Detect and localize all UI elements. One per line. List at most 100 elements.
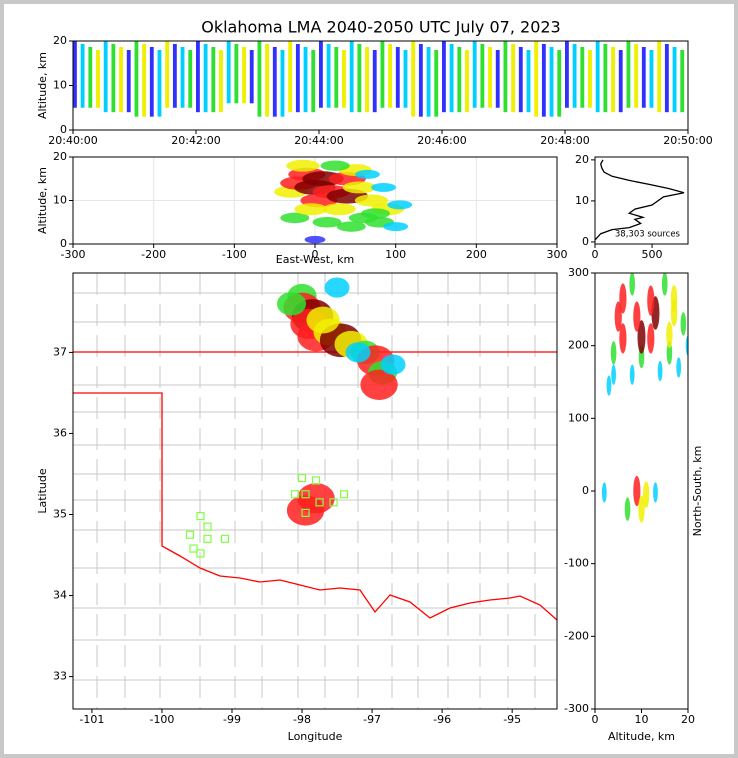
station bbox=[189, 544, 198, 553]
station bbox=[311, 476, 321, 485]
source-column bbox=[488, 47, 492, 108]
source-column bbox=[565, 41, 569, 108]
y-tick-label: 300 bbox=[568, 266, 589, 279]
source-density bbox=[676, 357, 682, 378]
y-tick-label: 20 bbox=[53, 34, 67, 47]
source-column bbox=[641, 47, 646, 108]
x-tick-label: -99 bbox=[223, 713, 241, 726]
source-column bbox=[326, 44, 331, 108]
source-column bbox=[449, 44, 454, 113]
source-column bbox=[418, 44, 423, 117]
y-tick-label: -200 bbox=[564, 629, 589, 642]
source-column bbox=[657, 41, 662, 113]
source-density bbox=[304, 235, 326, 244]
x-tick-label: 0 bbox=[592, 713, 599, 726]
source-column bbox=[480, 44, 485, 108]
y-axis-label: Latitude bbox=[36, 468, 49, 514]
source-column bbox=[272, 47, 277, 117]
source-column bbox=[311, 50, 316, 113]
source-density bbox=[647, 323, 655, 354]
source-density bbox=[670, 284, 678, 312]
source-column bbox=[557, 50, 562, 117]
source-density bbox=[610, 341, 617, 365]
source-column bbox=[334, 47, 339, 108]
source-column bbox=[426, 47, 431, 117]
source-column bbox=[503, 41, 508, 113]
y-tick-label: 100 bbox=[568, 411, 589, 424]
y-tick-label: 200 bbox=[568, 339, 589, 352]
y-axis-label: North-South, km bbox=[691, 446, 704, 537]
source-column bbox=[672, 47, 677, 113]
plot-area bbox=[274, 159, 413, 244]
x-tick-label: -98 bbox=[293, 713, 311, 726]
source-density bbox=[387, 200, 413, 210]
source-density bbox=[614, 301, 622, 332]
source-density bbox=[360, 369, 398, 400]
plot-area bbox=[73, 41, 685, 117]
source-column bbox=[649, 50, 654, 108]
source-density bbox=[657, 361, 663, 382]
source-density bbox=[312, 217, 342, 228]
source-density bbox=[624, 497, 631, 521]
source-density bbox=[680, 312, 687, 336]
source-column bbox=[495, 50, 500, 108]
y-tick-label: -300 bbox=[564, 702, 589, 715]
source-density bbox=[619, 323, 627, 354]
source-density bbox=[383, 222, 409, 232]
station bbox=[196, 549, 205, 558]
source-density bbox=[277, 292, 307, 316]
y-tick-label: 35 bbox=[53, 508, 67, 521]
source-column bbox=[180, 47, 185, 108]
axes-frame bbox=[72, 272, 558, 710]
source-density bbox=[286, 495, 325, 526]
source-column bbox=[342, 50, 346, 108]
x-tick-label: -100 bbox=[149, 713, 174, 726]
source-column bbox=[219, 50, 223, 113]
source-density bbox=[642, 481, 650, 509]
source-column bbox=[618, 50, 623, 113]
y-tick-label: 10 bbox=[53, 194, 67, 207]
source-density bbox=[324, 277, 350, 298]
x-axis-label: Altitude, km bbox=[608, 730, 675, 743]
source-column bbox=[157, 50, 162, 117]
plot-area bbox=[185, 277, 406, 558]
source-column bbox=[526, 50, 531, 113]
y-tick-label: 36 bbox=[53, 426, 67, 439]
source-column bbox=[88, 47, 93, 108]
source-column bbox=[434, 50, 439, 117]
source-column bbox=[265, 44, 270, 117]
y-tick-label: 10 bbox=[575, 194, 589, 207]
source-density bbox=[633, 475, 641, 507]
state-border bbox=[73, 351, 558, 621]
station bbox=[220, 534, 230, 543]
source-column bbox=[103, 41, 108, 113]
source-density bbox=[336, 221, 366, 232]
source-density bbox=[638, 495, 645, 523]
axes-frame bbox=[594, 156, 689, 245]
source-density bbox=[345, 342, 371, 363]
axes-frame bbox=[72, 156, 558, 245]
source-column bbox=[457, 47, 462, 113]
x-tick-label: -100 bbox=[222, 248, 247, 261]
source-column bbox=[442, 41, 446, 113]
source-column bbox=[595, 41, 600, 113]
source-column bbox=[372, 50, 377, 113]
y-tick-label: 33 bbox=[53, 670, 67, 683]
source-density bbox=[320, 160, 350, 171]
x-tick-label: 20 bbox=[681, 713, 695, 726]
y-axis-label: Altitude, km bbox=[36, 52, 49, 119]
source-column bbox=[549, 47, 554, 117]
source-column bbox=[288, 41, 293, 113]
source-density bbox=[629, 364, 635, 385]
source-density bbox=[280, 212, 310, 224]
y-tick-label: -100 bbox=[564, 557, 589, 570]
source-column bbox=[388, 44, 393, 108]
station bbox=[185, 530, 195, 539]
source-column bbox=[465, 50, 469, 113]
source-density bbox=[637, 320, 646, 354]
x-tick-label: 20:48:00 bbox=[540, 134, 589, 147]
source-column bbox=[588, 50, 592, 108]
annotation: 38,303 sources bbox=[615, 230, 681, 240]
